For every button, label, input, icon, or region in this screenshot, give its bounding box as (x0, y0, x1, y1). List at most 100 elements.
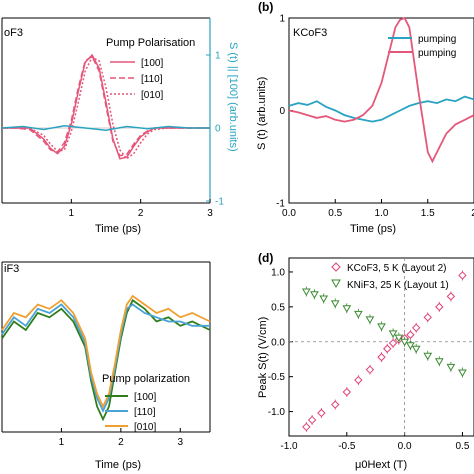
panel-b-ylabel: S (t) (arb.units) (256, 77, 268, 150)
panel-b-series-line-1 (288, 95, 474, 123)
panel-c-legend-title: Pump polarization (102, 373, 190, 385)
panel-d-point-s1 (307, 415, 317, 425)
panel-b-xtick-3: 1.5 (421, 208, 435, 219)
panel-d-point-s2 (319, 295, 329, 303)
panel-d-legend-label-1: KCoF3, 5 K (Layout 2) (347, 263, 447, 274)
panel-b-xtick-0: 0.0 (282, 208, 296, 219)
panel-d-point-s2 (310, 291, 319, 299)
panel-a-xlabel: Time (ps) (95, 223, 141, 235)
panel-d-point-s1 (388, 338, 398, 348)
panel-d-xtick-2: 0.0 (398, 441, 412, 452)
panel-a-xtick-2: 2 (138, 208, 144, 219)
panel-d-ylabel: Peak S(t) (V/cm) (257, 317, 269, 398)
panel-d-point-s1 (435, 302, 444, 312)
panel-b-xtick-1: 0.5 (328, 208, 342, 219)
panel-a-ytick-right-0: 1 (215, 51, 221, 62)
panel-d-point-s2 (330, 300, 340, 308)
panel-b-xtick-2: 1.0 (375, 208, 389, 219)
panel-a-xtick-1: 1 (69, 208, 75, 219)
panel-b-legend-label-1: pumping (418, 34, 456, 45)
panel-d-point-s1 (365, 365, 375, 374)
panel-c-xtick-2: 2 (118, 437, 124, 448)
panel-d-point-s1 (317, 408, 326, 418)
panel-a-legend-title: Pump Polarisation (106, 37, 195, 49)
panel-c-title: iF3 (4, 263, 19, 275)
panel-d-label: (d) (258, 251, 273, 265)
panel-c-ticks: 1 2 3 (59, 428, 184, 448)
panel-b-series (288, 16, 474, 164)
panel-b-ytick-1: 0 (279, 106, 285, 117)
panel-d-point-s2 (423, 352, 433, 361)
panel-d-legend-label-2: KNiF3, 25 K (Layout 1) (347, 280, 449, 291)
panel-b-label: (b) (258, 0, 273, 14)
panel-a-series-line-3 (2, 56, 210, 160)
panel-d-point-s2 (342, 305, 352, 313)
panel-d-point-s2 (377, 323, 386, 331)
panel-d-point-s1 (383, 344, 392, 353)
panel-d-point-s1 (342, 387, 352, 397)
panel-a-legend-label-1: [100] (141, 58, 163, 69)
panel-c: 1 2 3 iF3 Time (ps) Pump polarization [100… (1, 261, 211, 471)
panel-c-legend-label-3: [010] (134, 422, 156, 433)
panel-d-ytick-4: -1.0 (268, 407, 286, 418)
panel-b-ticks: 0.0 0.5 1.0 1.5 2 1 0 -1 (276, 14, 474, 219)
panel-a-ylabel-right: S (t) || [100] (arb.units) (227, 42, 239, 152)
panel-d-ticks: -1.0 -0.5 0.0 0.5 1.0 0.5 0.0 -0.5 -1.0 (268, 267, 470, 452)
panel-a-series-line-4 (1, 125, 210, 131)
panel-a: 1 2 3 1 0 -1 oF3 Time (ps) S (t) || [100] (ar… (1, 17, 239, 235)
panel-b-ytick-0: 1 (279, 14, 285, 25)
panel-d-ytick-2: 0.0 (271, 337, 285, 348)
panel-c-series-line-3 (1, 294, 211, 409)
panel-d-point-s1 (406, 330, 415, 339)
panel-d-point-s2 (458, 369, 467, 377)
panel-a-ytick-right-1: 0 (215, 124, 221, 135)
panel-c-xtick-3: 3 (178, 437, 184, 448)
panel-d-point-s1 (411, 323, 421, 333)
panel-d-xtick-0: -1.0 (280, 441, 298, 452)
panel-b: 0.0 0.5 1.0 1.5 2 1 0 -1 (b) KCoF3 Time (ps) S … (256, 0, 474, 235)
panel-d-xtick-1: -0.5 (338, 441, 356, 452)
panel-d-ytick-3: -0.5 (268, 372, 286, 383)
panel-b-ytick-2: -1 (276, 199, 285, 210)
panel-a-series (1, 53, 210, 160)
panel-d-point-s1 (331, 400, 340, 409)
panel-b-xtick-4: 2 (471, 208, 474, 219)
panel-b-frame (288, 17, 474, 204)
panel-d-point-s1 (377, 352, 386, 362)
panel-d-point-s1 (458, 271, 467, 280)
panel-b-legend-label-2: pumping (418, 48, 456, 59)
panel-d-legend-marker-2 (331, 279, 341, 289)
panel-b-title: KCoF3 (293, 27, 327, 39)
panel-a-series-line-2 (2, 55, 210, 157)
panel-d-point-s1 (354, 375, 363, 385)
panel-d-point-s1 (446, 292, 456, 301)
panel-a-xtick-3: 3 (207, 208, 213, 219)
panel-d: -1.0 -0.5 0.0 0.5 1.0 0.5 0.0 -0.5 -1.0 (d) μ0He… (257, 251, 474, 471)
panel-d-point-s2 (434, 358, 444, 366)
panel-c-series (1, 294, 211, 422)
panel-b-xlabel: Time (ps) (350, 223, 396, 235)
panel-d-point-s1 (302, 422, 311, 432)
panel-d-point-s2 (354, 310, 363, 319)
panel-d-frame (288, 257, 474, 437)
panel-d-ytick-1: 0.5 (271, 302, 285, 313)
panel-c-series-line-2 (1, 303, 210, 413)
panel-d-point-s2 (365, 316, 375, 324)
panel-c-legend-label-1: [100] (134, 392, 156, 403)
panel-d-point-s2 (446, 363, 456, 372)
panel-d-xtick-3: 0.5 (455, 441, 469, 452)
panel-a-legend-label-2: [110] (141, 74, 163, 85)
panel-a-ytick-right-2: -1 (215, 197, 224, 208)
panel-d-point-s2 (411, 345, 421, 354)
panel-b-series-line-2 (288, 16, 474, 164)
panel-c-xtick-1: 1 (59, 437, 65, 448)
panel-d-xlabel: μ0Hext (T) (355, 459, 407, 471)
panel-d-point-s2 (394, 334, 404, 343)
panel-d-point-s2 (388, 330, 398, 338)
panel-a-title: oF3 (4, 27, 23, 39)
panel-c-legend-label-2: [110] (134, 407, 156, 418)
panel-d-point-s2 (301, 288, 311, 296)
panel-d-series (289, 258, 474, 436)
panel-a-legend-label-3: [010] (141, 90, 163, 101)
